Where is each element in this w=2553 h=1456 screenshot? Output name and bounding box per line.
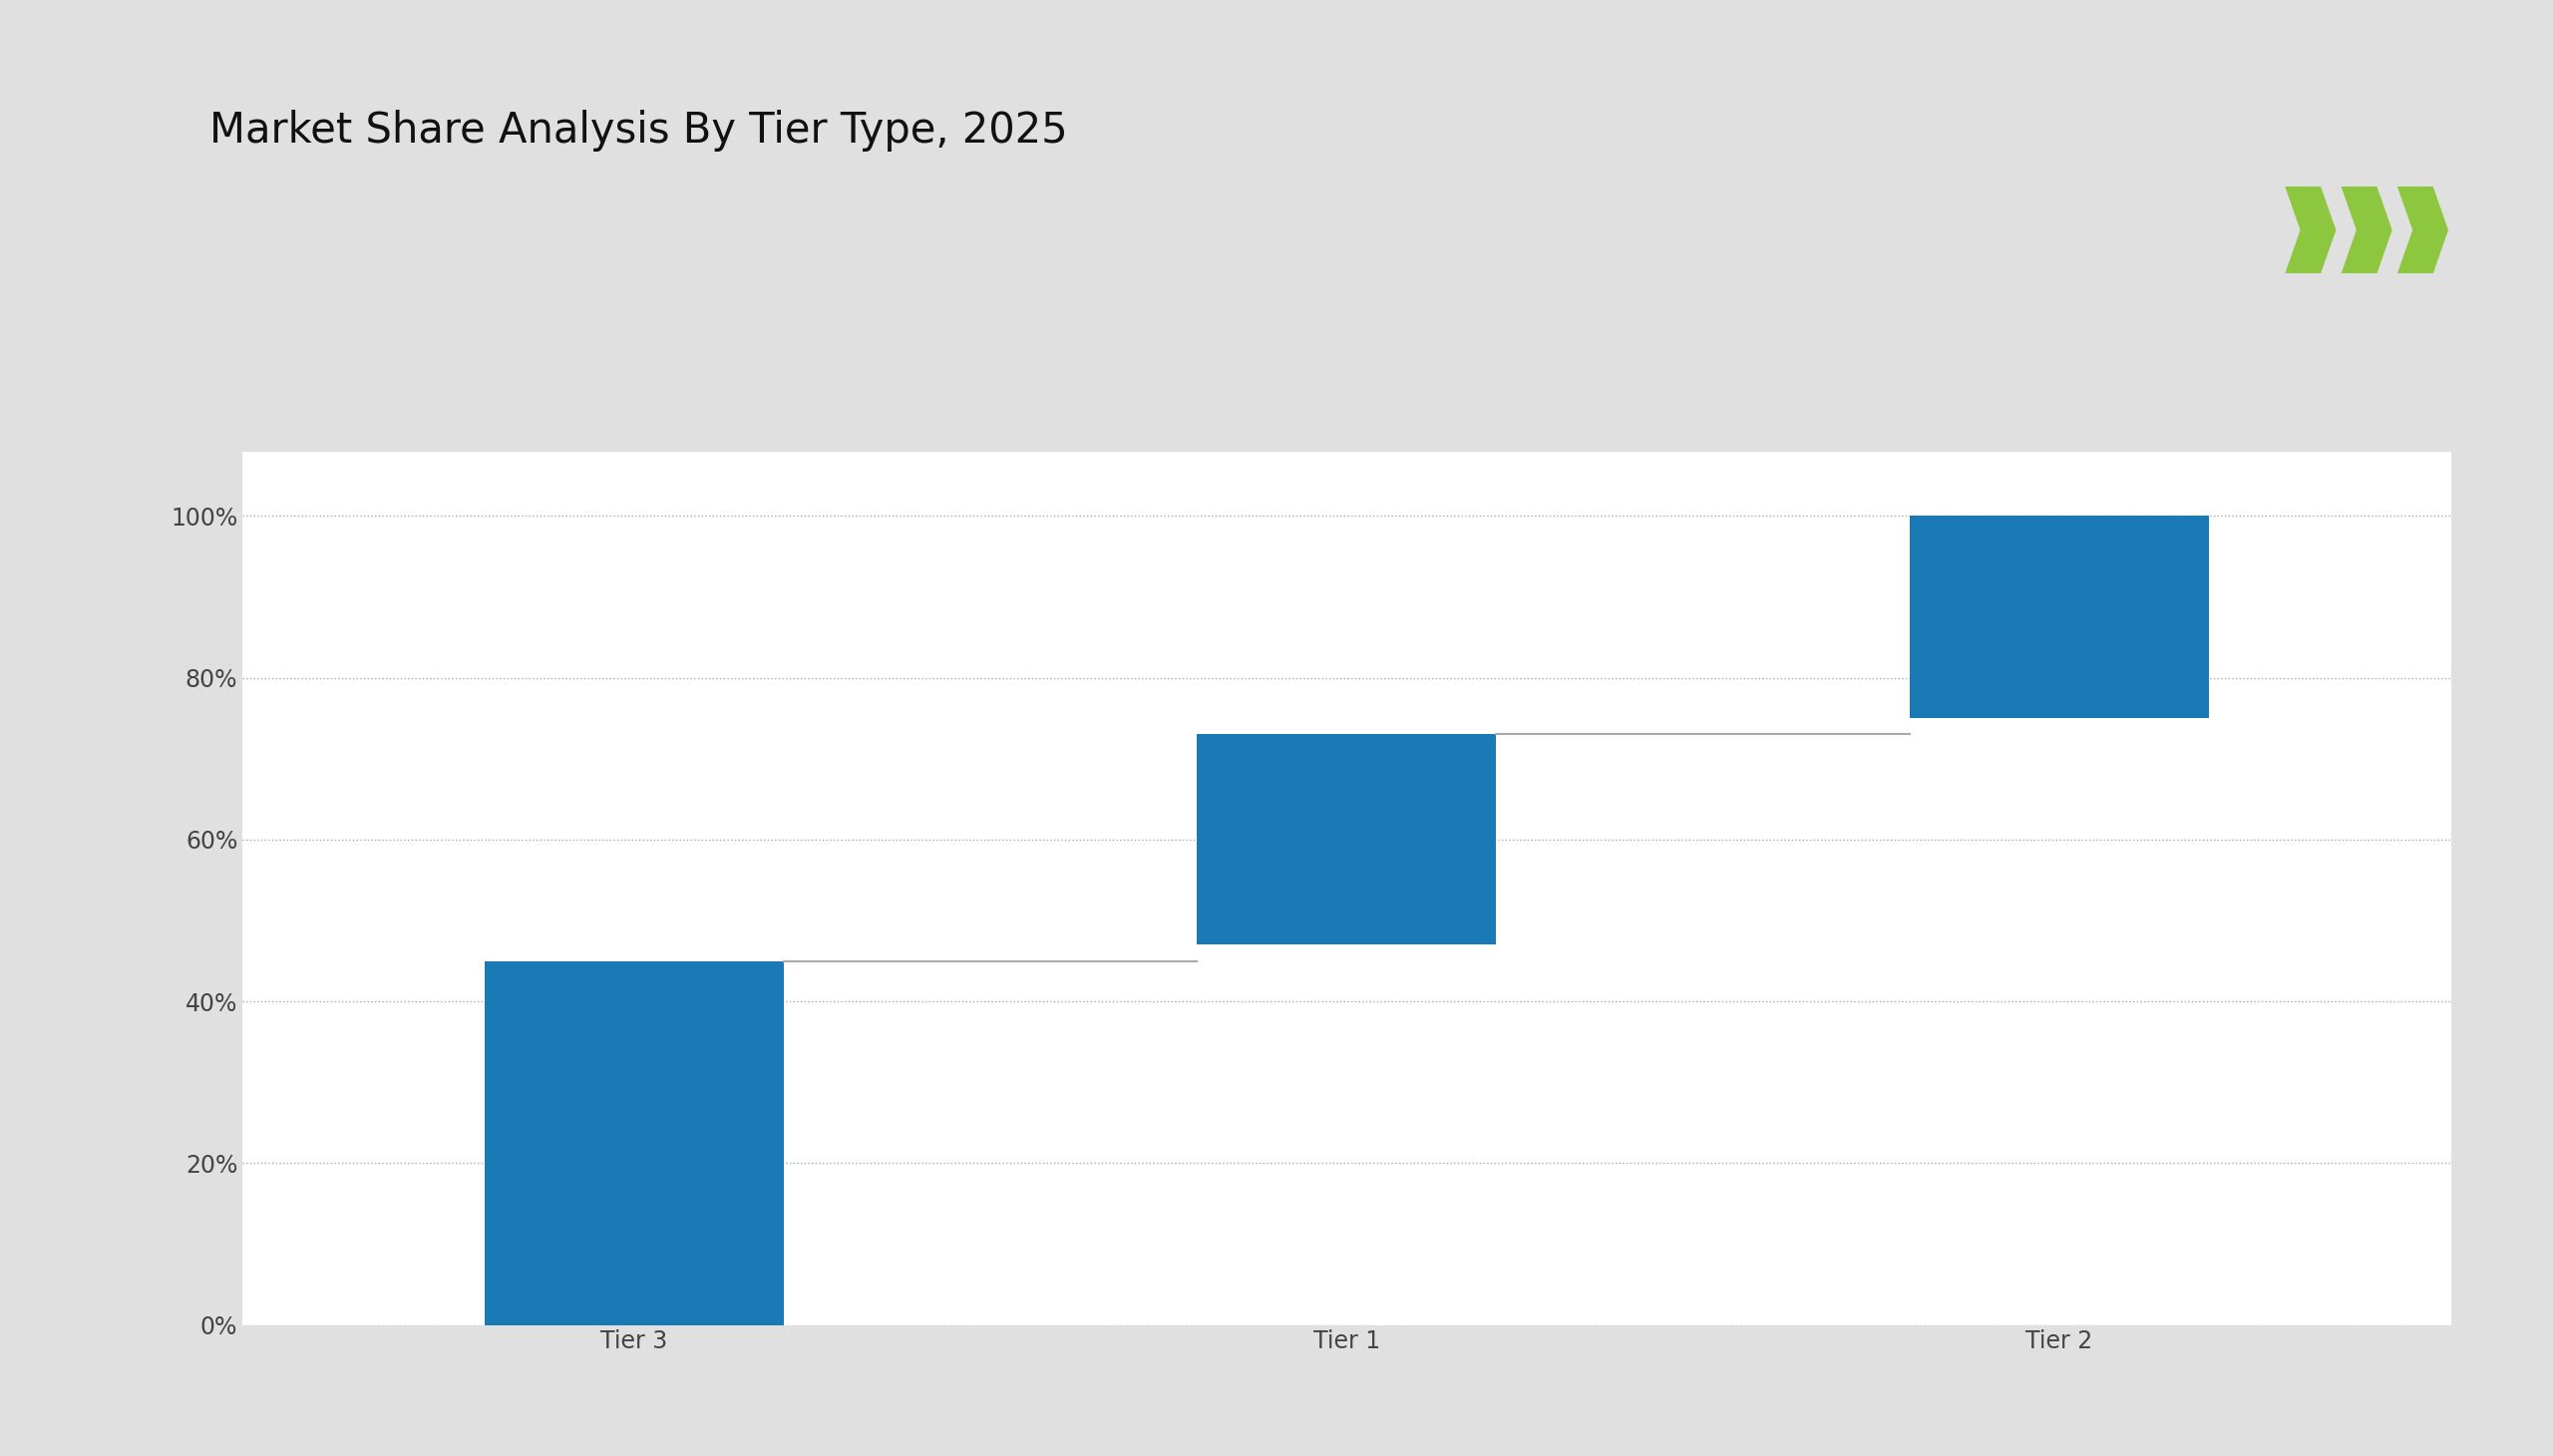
Bar xyxy=(1197,734,1496,945)
Polygon shape xyxy=(2285,186,2336,274)
Polygon shape xyxy=(2341,186,2392,274)
Bar xyxy=(1910,515,2208,718)
Polygon shape xyxy=(2397,186,2448,274)
Text: Market Share Analysis By Tier Type, 2025: Market Share Analysis By Tier Type, 2025 xyxy=(209,109,1067,151)
Bar xyxy=(485,961,784,1325)
